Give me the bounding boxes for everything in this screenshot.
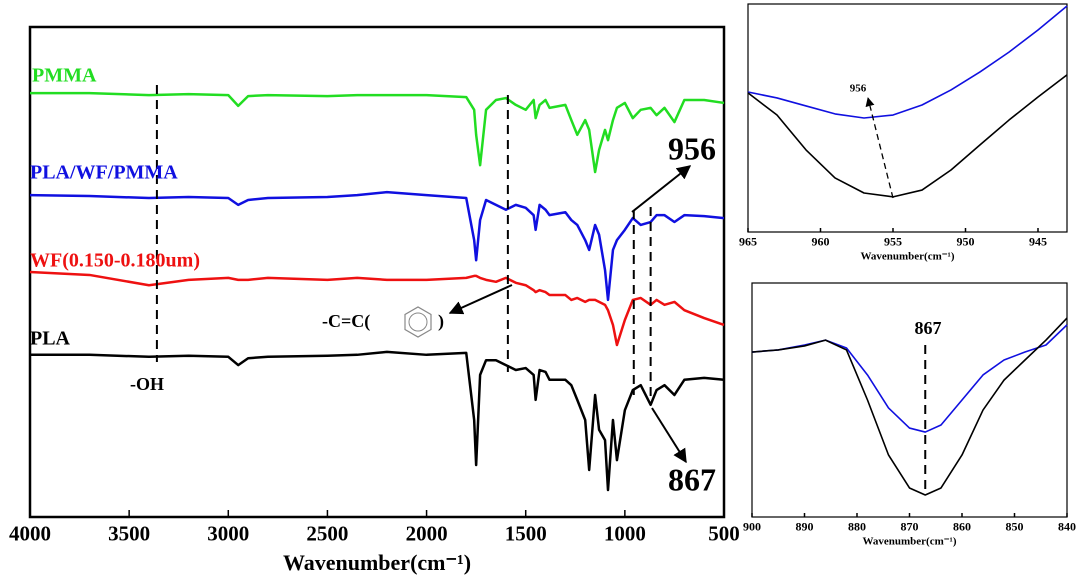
series-line (747, 74, 1068, 198)
x-tick-label: 1500 (505, 522, 547, 546)
dashed-arrow (865, 97, 894, 199)
x-tick-label: 880 (848, 520, 866, 534)
series-label: PLA/WF/PMMA (30, 162, 178, 184)
plot-frame (747, 3, 1068, 233)
x-tick-label: 945 (1029, 235, 1047, 249)
x-tick-label: 1000 (604, 522, 646, 546)
series-line (751, 324, 1068, 433)
x-tick-label: 860 (953, 520, 971, 534)
series-line (747, 5, 1068, 119)
series-line (30, 91, 725, 174)
series-label: WF(0.150-0.180um) (30, 250, 200, 272)
annotation: -OH (130, 374, 164, 394)
x-tick-label: 850 (1006, 520, 1024, 534)
x-tick-label: 3000 (207, 522, 249, 546)
x-axis-label: Wavenumber(cm⁻¹) (860, 251, 954, 263)
x-tick-label: 4000 (9, 522, 51, 546)
series-line (30, 350, 725, 492)
x-axis-label: Wavenumber(cm⁻¹) (283, 550, 471, 575)
series-label: PLA (30, 328, 71, 350)
arrow (651, 407, 687, 464)
arrow (631, 165, 692, 213)
x-tick-label: 2500 (306, 522, 348, 546)
x-tick-label: 870 (901, 520, 919, 534)
x-tick-label: 955 (884, 235, 902, 249)
x-tick-label: 950 (957, 235, 975, 249)
arrow (448, 284, 513, 315)
annotation: 867 (668, 461, 716, 497)
plot-frame (751, 282, 1068, 518)
benzene-circle (408, 312, 428, 332)
x-tick-label: 890 (796, 520, 814, 534)
x-tick-label: 500 (708, 522, 740, 546)
annotation: 956 (668, 130, 716, 166)
annotation: 956 (850, 83, 867, 95)
x-tick-label: 965 (739, 235, 757, 249)
series-line (751, 317, 1068, 496)
annotation: ) (438, 311, 444, 332)
series-line (29, 270, 725, 347)
x-tick-label: 3500 (108, 522, 150, 546)
series-label: PMMA (32, 65, 97, 87)
x-tick-label: 840 (1058, 520, 1076, 534)
x-axis-label: Wavenumber(cm⁻¹) (862, 536, 956, 548)
x-tick-label: 960 (812, 235, 830, 249)
series-line (29, 190, 725, 302)
x-tick-label: 900 (743, 520, 761, 534)
x-tick-label: 2000 (406, 522, 448, 546)
benzene-ring (404, 306, 432, 338)
annotation: -C=C( (322, 311, 370, 332)
annotation: 867 (915, 318, 942, 338)
